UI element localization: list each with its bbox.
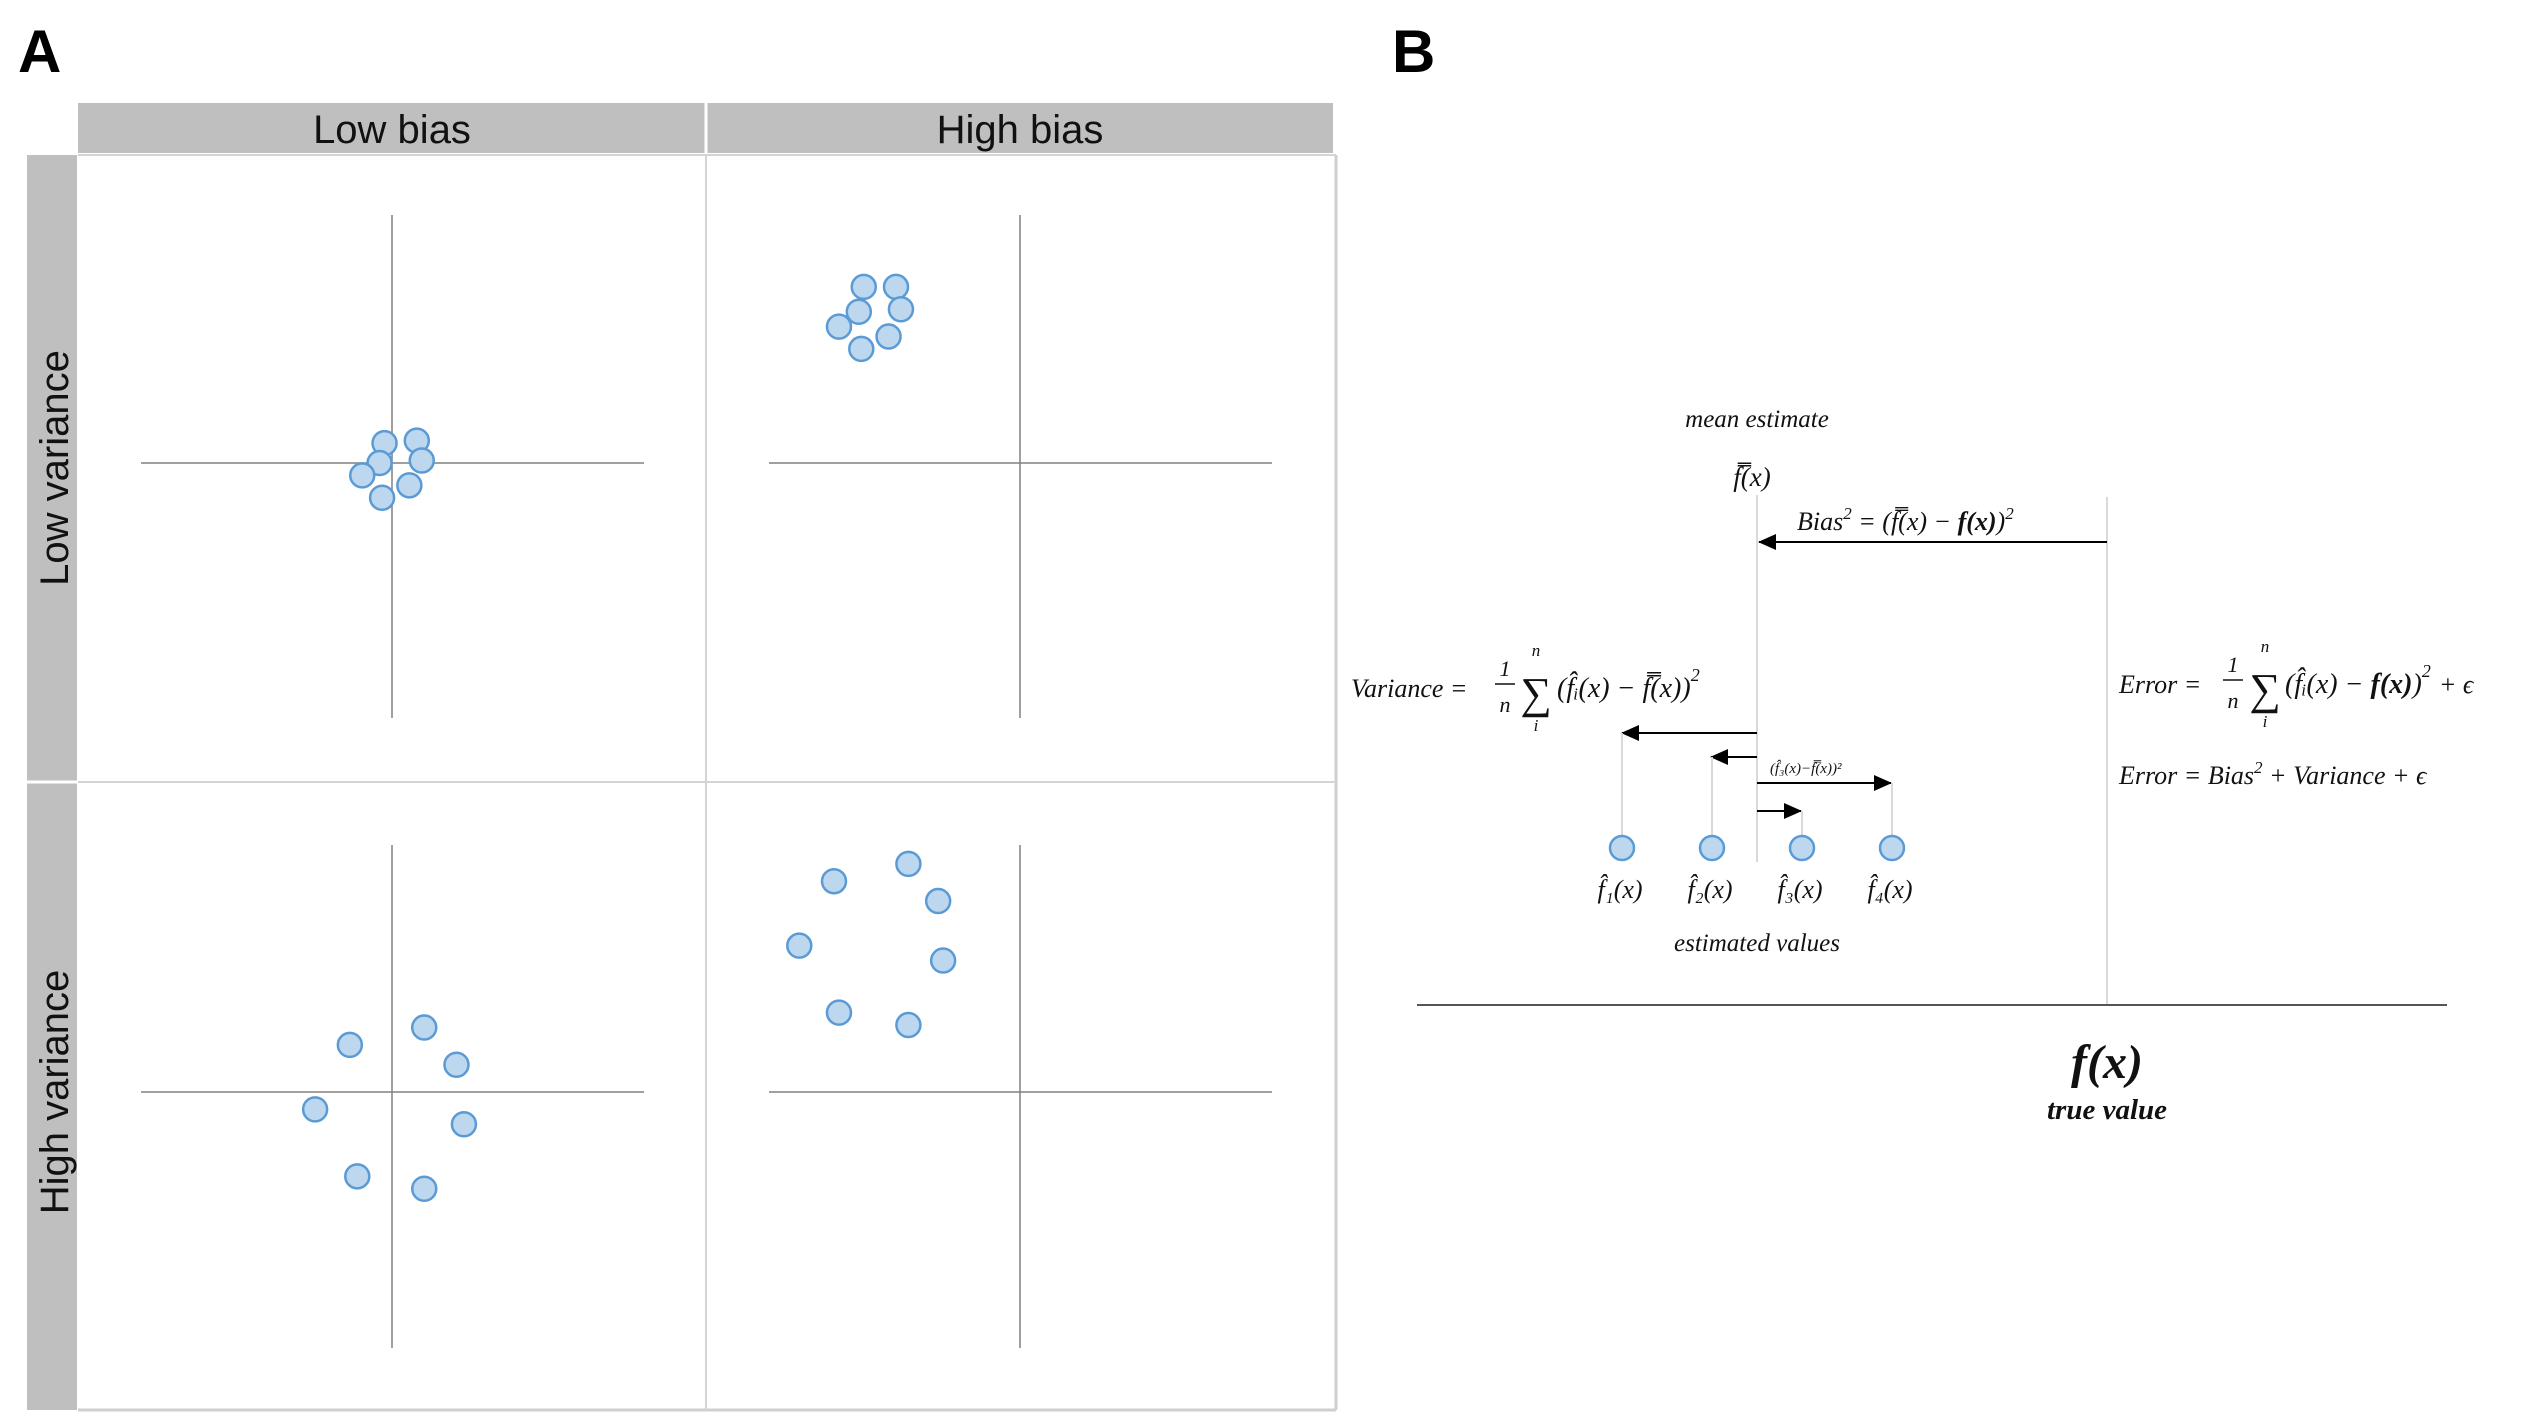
high-bias-low-variance-point-1 [850, 273, 878, 301]
grid-frame [78, 154, 1338, 1412]
variance-lhs: Variance = [1351, 674, 1467, 703]
mean-estimate-label: mean estimate [1685, 406, 1829, 433]
high-bias-low-variance-point-5 [825, 313, 853, 340]
estimate-labels: f̂₁(x) f̂₂(x) f̂₃(x) f̂₄(x) [1597, 875, 1912, 904]
variance-sum-symbol: ∑ [1520, 669, 1551, 718]
high-bias-low-variance-point-4 [887, 295, 915, 323]
error-frac-den: n [2228, 688, 2239, 713]
low-bias-high-variance-point-2 [410, 1014, 438, 1041]
low-bias-low-variance-point-6 [396, 472, 423, 499]
bias-formula: Bias2 = (f̿(x) − f(x))2 [1797, 504, 2014, 536]
variance-formula: Variance = 1 n n ∑ i (f̂ᵢ(x) − f̿(x))2 [1351, 641, 1700, 735]
error-inner-b: ) [2411, 669, 2422, 700]
variance-sum-bottom: i [1534, 716, 1539, 735]
estimate-stems [1621, 733, 1893, 836]
panel-a-label: A [18, 18, 61, 85]
error-formula: Error = 1 n n ∑ i (f̂ᵢ(x) − f(x))2 + ϵ Er… [2118, 637, 2475, 790]
estimate-label-3: f̂₃(x) [1777, 875, 1822, 904]
high-bias-low-variance-point-2 [882, 273, 910, 301]
estimate-label-1: f̂₁(x) [1597, 875, 1642, 904]
target-points [301, 273, 957, 1202]
high-bias-high-variance-point-7 [895, 1011, 922, 1039]
row-header-low-variance: Low variance [33, 350, 77, 586]
variance-sum-top: n [1532, 641, 1541, 660]
high-bias-low-variance-point-6 [875, 323, 902, 350]
column-header-low-bias: Low bias [313, 108, 471, 152]
bias-end: ) [1995, 507, 2006, 536]
error-inner-a: (f̂ᵢ(x) − [2285, 668, 2371, 700]
error-eps: + ϵ [2439, 670, 2475, 699]
estimate-label-2: f̂₂(x) [1687, 875, 1732, 904]
true-value-symbol: f(x) [2071, 1036, 2143, 1089]
error-inner-text: (f̂ᵢ(x) − f(x))2 + ϵ [2285, 661, 2475, 700]
panel-b-label: B [1392, 18, 1435, 85]
error-sum-symbol: ∑ [2249, 665, 2280, 714]
estimate-point-1 [1608, 834, 1636, 862]
low-bias-high-variance-point-3 [443, 1051, 470, 1078]
bias-mid: = (f̿(x) − [1852, 507, 1958, 536]
low-bias-low-variance-point-5 [348, 462, 376, 489]
variance-inner-text: (f̂ᵢ(x) − f̿(x))2 [1557, 665, 1700, 704]
bias-sup: 2 [1843, 504, 1852, 523]
estimate-points [1608, 834, 1906, 862]
high-bias-high-variance-point-5 [929, 947, 957, 974]
high-bias-high-variance-point-3 [924, 887, 952, 915]
high-bias-low-variance-point-7 [848, 335, 875, 363]
error-decomposition: Error = Bias2 + Variance + ϵ [2118, 758, 2428, 790]
column-header-high-bias: High bias [937, 108, 1104, 152]
estimate-point-3 [1788, 834, 1816, 862]
low-bias-high-variance-point-5 [450, 1110, 478, 1138]
error-inner-bold: f(x) [2371, 669, 2413, 700]
low-bias-high-variance-point-6 [344, 1163, 371, 1190]
estimated-values-label: estimated values [1674, 930, 1840, 957]
variance-frac-num: 1 [1500, 656, 1511, 681]
error-sum-bottom: i [2263, 712, 2268, 731]
variance-sup: 2 [1691, 665, 1700, 685]
small-term-label: (f̂₃(x)−f̿(x))² [1770, 760, 1842, 777]
error2-b: + Variance + ϵ [2263, 761, 2429, 790]
bias-bold: f(x) [1958, 507, 1997, 536]
error2-a: Error = Bias [2118, 761, 2254, 790]
error-lhs: Error = [2118, 670, 2201, 699]
low-bias-high-variance-point-1 [336, 1031, 364, 1059]
mean-estimate-symbol: f̿(x) [1733, 461, 1770, 492]
error-sum-top: n [2261, 637, 2270, 656]
high-bias-high-variance-point-2 [895, 850, 922, 878]
error2-sup: 2 [2254, 758, 2263, 777]
high-bias-high-variance-point-6 [825, 999, 853, 1026]
error-sup: 2 [2422, 661, 2431, 681]
low-bias-high-variance-point-4 [301, 1096, 329, 1123]
high-bias-low-variance-point-3 [845, 298, 873, 325]
variance-frac-den: n [1500, 692, 1511, 717]
low-bias-high-variance-point-7 [410, 1175, 438, 1202]
bias-lhs: Bias [1797, 507, 1843, 536]
error-frac-num: 1 [2228, 652, 2239, 677]
estimate-label-4: f̂₄(x) [1867, 875, 1912, 904]
low-bias-low-variance-point-7 [368, 484, 396, 511]
bias-end-sup: 2 [2005, 504, 2014, 523]
estimate-point-2 [1698, 834, 1726, 862]
variance-inner: (f̂ᵢ(x) − f̿(x)) [1557, 672, 1691, 704]
high-bias-high-variance-point-4 [786, 932, 813, 959]
high-bias-high-variance-point-1 [820, 867, 848, 895]
estimate-point-4 [1878, 834, 1906, 862]
true-value-label: true value [2047, 1094, 2167, 1126]
row-header-high-variance: High variance [33, 970, 77, 1215]
low-bias-low-variance-point-4 [408, 447, 436, 474]
